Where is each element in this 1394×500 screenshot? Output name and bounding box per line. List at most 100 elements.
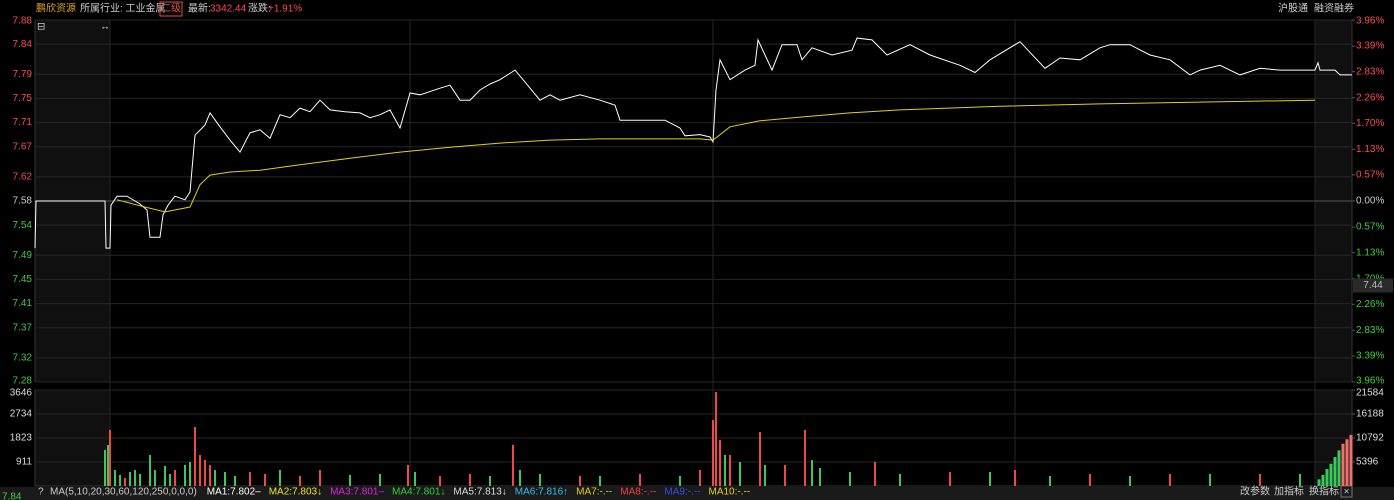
y-tick-label: 7.37 [13,322,33,333]
volume-bar [599,475,601,486]
link[interactable]: 沪股通 [1278,2,1308,15]
ma-item: MA5:7.813↓ [453,487,506,498]
volume-bar [1333,457,1337,486]
volume-bar [134,469,136,486]
y-tick-label: 2734 [10,409,33,420]
ma-item: MA9:-.-- [664,487,700,498]
volume-bar [174,469,176,486]
ma-item: MA8:-.-- [620,487,656,498]
volume-bar [104,449,106,486]
ma-item: MA2:7.803↓ [269,487,322,498]
y2-tick-label: 3.96% [1356,376,1384,387]
footer-bar [0,487,1394,500]
level: 二级 [161,3,181,15]
ma-item: MA10:-.-- [708,487,750,498]
volume-bar [194,426,196,486]
volume-bar [819,467,821,486]
volume-bar [319,469,321,486]
y2-tick-label: 0.57% [1356,222,1384,233]
ma-item: MA6:7.816↑ [515,487,568,498]
price-line [116,99,1316,213]
volume-bar [579,475,581,486]
volume-bar [729,454,731,486]
y2-tick-label: 0.00% [1356,196,1384,207]
y2-tick-label: 2.26% [1356,92,1384,103]
close[interactable]: × [1344,487,1350,498]
volume-bar [949,471,951,486]
button[interactable]: 改参数 [1240,485,1270,498]
volume-bar [899,473,901,486]
y2-tick-label: 21584 [1356,388,1384,399]
button[interactable]: 加指标 [1274,485,1304,498]
y-tick-label: 7.88 [13,16,33,27]
y2-tick-label: 2.83% [1356,66,1384,77]
y-tick-label: 7.49 [13,250,33,261]
change-label: 涨跌: [248,2,271,15]
y-tick-label: 7.79 [13,69,33,80]
volume-bar [1317,479,1321,486]
volume-bar [184,464,186,486]
link[interactable]: 融资融券 [1314,2,1354,15]
volume-bar [199,454,201,486]
volume-bar [209,464,211,486]
y2-tick-label: 1.13% [1356,247,1384,258]
volume-bar [874,461,876,486]
y-tick-label: 7.71 [13,117,33,128]
volume-bar [414,471,416,486]
ma-item: MA3:7.801– [330,487,384,498]
y-tick-label: 7.54 [13,220,33,231]
volume-bar [469,473,471,486]
stock-name: 鹏欣资源 [36,2,76,15]
volume-bar [139,473,141,486]
volume-bar [1321,474,1325,486]
y2-tick-label: 5396 [1356,457,1379,468]
volume-bar [1259,473,1261,486]
y2-tick-label: 3.39% [1356,41,1384,52]
volume-bar [715,391,717,486]
volume-bar [264,473,266,486]
y-tick-label: 7.58 [13,196,33,207]
volume-bar [1337,450,1341,486]
volume-bar [489,475,491,486]
y-tick-label: 7.41 [13,298,33,309]
y-tick-label: 7.84 [13,39,33,50]
volume-bar [739,461,741,486]
icon[interactable]: ⊟ [37,22,45,33]
volume-bar [129,471,131,486]
help[interactable]: ? [38,487,44,498]
volume-bar [224,471,226,486]
volume-bar [149,454,151,486]
volume-bar [114,469,116,486]
volume-bar [804,429,806,486]
price-line [34,37,1352,249]
volume-bar [379,473,381,486]
y2-tick-label: 3.96% [1356,16,1384,27]
y2-tick-label: 2.83% [1356,325,1384,336]
volume-bar [519,469,521,486]
volume-bar [989,471,991,486]
y2-tick-label: 0.57% [1356,170,1384,181]
volume-bar [699,469,701,486]
y2-tick-label: 3.39% [1356,351,1384,362]
volume-bar [1299,473,1301,486]
volume-bar [1014,469,1016,486]
latest-label: 最新: [188,2,211,15]
y2-tick-label: 1.13% [1356,144,1384,155]
volume-bar [1049,475,1051,486]
volume-bar [1209,473,1211,486]
latest-value: 3342.44 [210,4,247,15]
volume-bar [107,444,109,486]
volume-bar [407,464,409,486]
icon[interactable]: ↔ [100,22,110,33]
volume-bar [1345,439,1349,486]
ma-item: MA1:7.802– [207,487,261,498]
y-tick-label: 7.45 [13,274,33,285]
button[interactable]: 换指标 [1309,485,1339,498]
volume-bar [719,439,721,486]
volume-bar [214,469,216,486]
y-tick-label: 7.75 [13,93,33,104]
ma-item: MA4:7.801↓ [392,487,445,498]
y-tick-label: 911 [16,457,32,468]
